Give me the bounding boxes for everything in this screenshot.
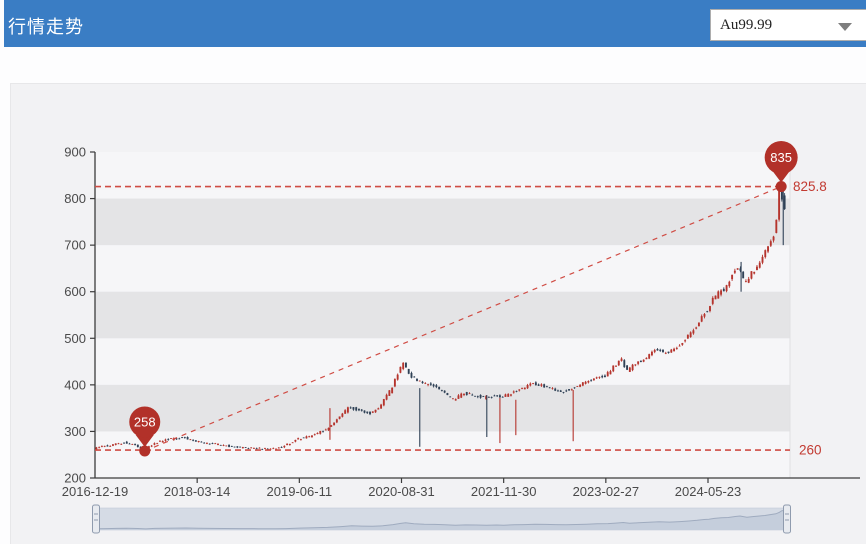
page-title: 行情走势 xyxy=(8,17,84,37)
max-marker-label: 835 xyxy=(770,150,792,165)
datazoom-left-handle[interactable] xyxy=(92,504,100,534)
y-axis-label: 900 xyxy=(64,145,86,160)
y-axis-label: 400 xyxy=(64,377,86,392)
x-axis-label: 2016-12-19 xyxy=(62,484,129,499)
x-axis-label: 2019-06-11 xyxy=(267,484,333,499)
x-axis-label: 2018-03-14 xyxy=(164,484,231,499)
reference-lines: 825.8 260 xyxy=(95,179,827,458)
x-axis-label: 2023-02-27 xyxy=(573,484,640,499)
instrument-select-value: Au99.99 xyxy=(720,17,773,33)
x-axis-label: 2024-05-23 xyxy=(675,484,742,499)
y-axis-label: 500 xyxy=(64,331,86,346)
y-axis-label: 300 xyxy=(64,424,86,439)
datazoom-preview-area xyxy=(96,510,787,530)
y-axis-label: 200 xyxy=(64,471,86,486)
y-axis-label: 700 xyxy=(64,238,86,253)
trend-line xyxy=(144,186,782,452)
x-axis-label: 2021-11-30 xyxy=(471,484,537,499)
max-marker: 835 xyxy=(764,141,798,193)
x-axis-label: 2020-08-31 xyxy=(368,484,435,499)
datazoom-preview-line xyxy=(95,509,788,530)
y-axis-label: 600 xyxy=(64,284,86,299)
datazoom-slider xyxy=(92,504,791,534)
plot-bands xyxy=(95,152,791,478)
axes: 200 300 400 500 600 700 800 900 2016-12-19 2018-0… xyxy=(62,145,860,499)
min-marker: 258 xyxy=(129,406,161,457)
candlestick-series xyxy=(95,182,786,452)
min-marker-label: 258 xyxy=(134,414,156,429)
lower-reference-label: 260 xyxy=(799,443,822,458)
datazoom-right-handle[interactable] xyxy=(783,504,791,534)
chevron-down-icon xyxy=(838,23,852,31)
upper-reference-label: 825.8 xyxy=(793,179,827,194)
instrument-select[interactable]: Au99.99 xyxy=(710,9,866,41)
y-axis-label: 800 xyxy=(64,191,86,206)
